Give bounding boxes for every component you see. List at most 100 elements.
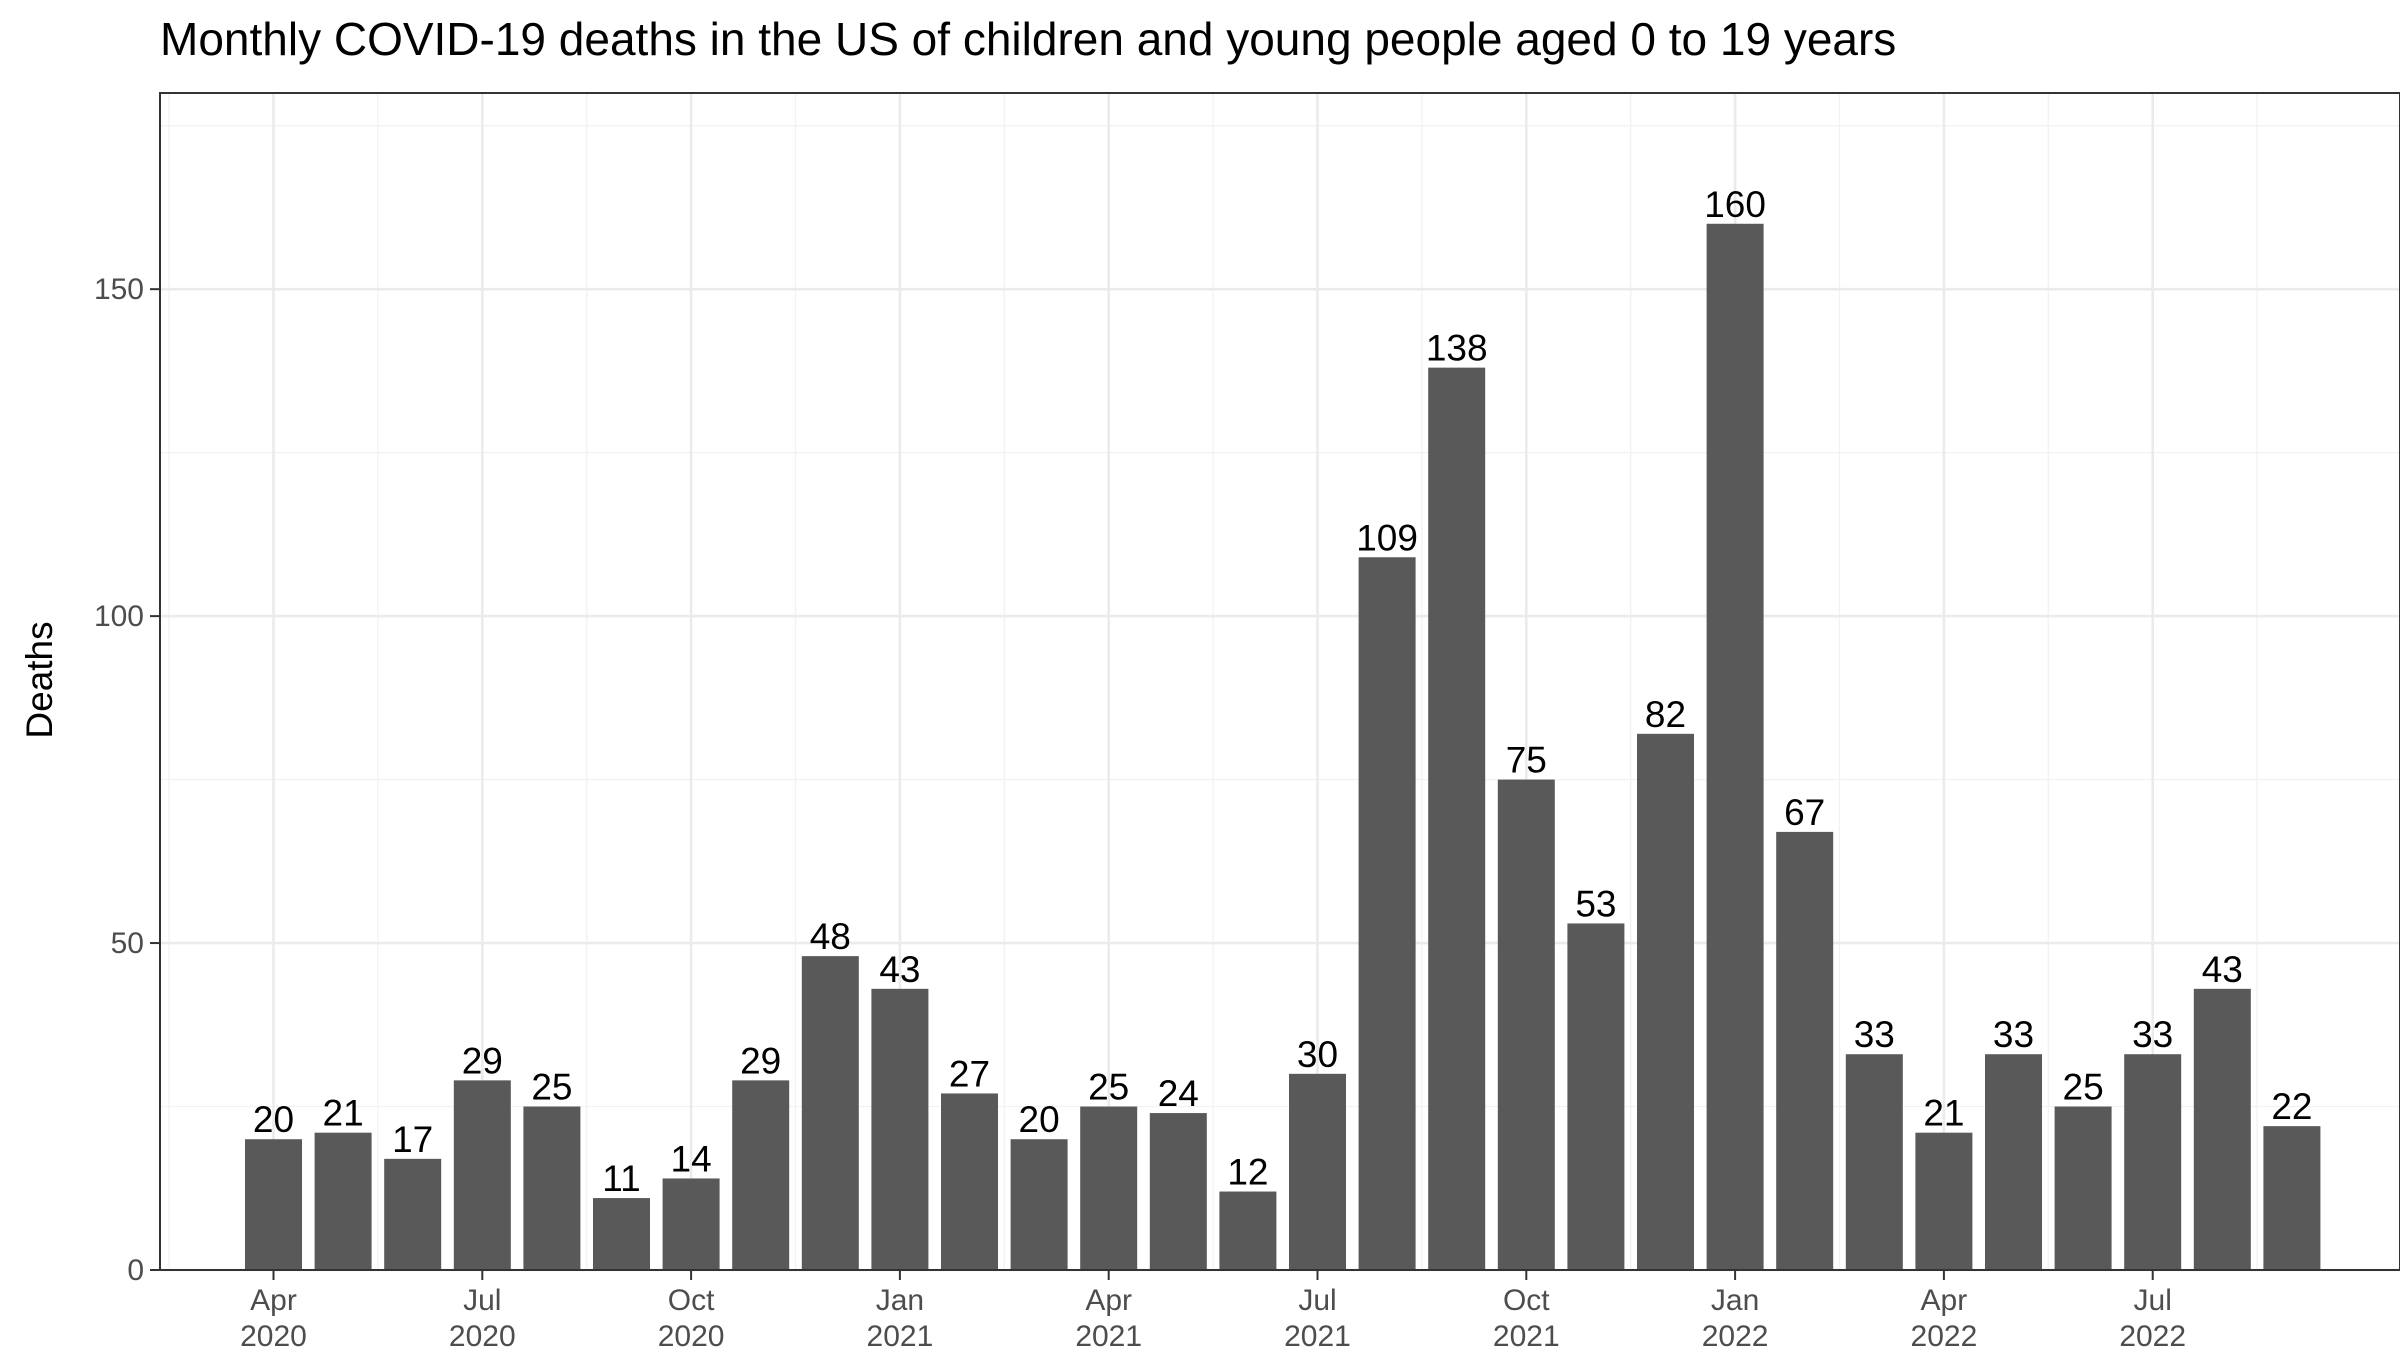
bar-value-label: 29 xyxy=(462,1040,503,1081)
x-tick-month: Apr xyxy=(1921,1284,1968,1317)
bar-value-label: 30 xyxy=(1297,1034,1338,1075)
bar-value-label: 14 xyxy=(671,1138,712,1179)
bar xyxy=(453,1080,511,1270)
bar-value-label: 29 xyxy=(740,1040,781,1081)
bar xyxy=(1845,1054,1903,1270)
bar xyxy=(1219,1191,1277,1270)
bar-value-label: 33 xyxy=(1993,1014,2034,1055)
bar xyxy=(941,1093,998,1270)
bar-value-label: 20 xyxy=(1019,1099,1060,1140)
bar xyxy=(1567,923,1625,1270)
bars xyxy=(245,223,2321,1271)
bar-value-label: 17 xyxy=(392,1119,433,1160)
bar-labels: 20 21 17 29 25 11 14 29 48 43 27 20 25 24 12 30 109 138 75… xyxy=(253,184,2313,1199)
bar-value-label: 20 xyxy=(253,1099,294,1140)
bar-value-label: 11 xyxy=(602,1158,640,1199)
bar xyxy=(1428,367,1486,1271)
x-tick-label: Apr 2020 xyxy=(240,1284,307,1353)
bar-value-label: 53 xyxy=(1575,883,1616,924)
bar-value-label: 25 xyxy=(1088,1067,1129,1108)
bar-value-label: 33 xyxy=(1854,1014,1895,1055)
bar-value-label: 160 xyxy=(1704,184,1766,225)
bar-value-label: 12 xyxy=(1227,1152,1268,1193)
x-tick-year: 2021 xyxy=(1075,1320,1142,1353)
bar-value-label: 48 xyxy=(810,916,851,957)
x-tick-year: 2021 xyxy=(1493,1320,1560,1353)
bar-value-label: 21 xyxy=(323,1093,364,1134)
x-tick-label: Jan 2022 xyxy=(1702,1284,1769,1353)
bar-value-label: 138 xyxy=(1426,328,1488,369)
x-tick-month: Jan xyxy=(1711,1284,1759,1317)
x-tick-label: Jan 2021 xyxy=(867,1284,934,1353)
bar-value-label: 22 xyxy=(2271,1086,2312,1127)
bar-value-label: 24 xyxy=(1158,1073,1199,1114)
bar xyxy=(662,1178,720,1270)
x-tick-label: Jul 2020 xyxy=(449,1284,516,1353)
bar xyxy=(1080,1106,1138,1270)
bar xyxy=(1706,223,1764,1270)
x-tick-year: 2020 xyxy=(449,1320,516,1353)
bar xyxy=(1915,1132,1973,1270)
y-tick-label: 0 xyxy=(127,1254,144,1287)
bar-value-label: 25 xyxy=(2063,1067,2104,1108)
bar xyxy=(1010,1139,1068,1270)
bar-value-label: 43 xyxy=(879,949,920,990)
bar-value-label: 75 xyxy=(1506,740,1547,781)
x-tick-year: 2020 xyxy=(240,1320,307,1353)
bar-value-label: 109 xyxy=(1356,517,1418,558)
y-tick-label: 150 xyxy=(94,273,144,306)
x-tick-month: Apr xyxy=(1085,1284,1132,1317)
bar xyxy=(1985,1054,2042,1270)
y-axis-label: Deaths xyxy=(19,621,60,738)
bar xyxy=(1289,1073,1346,1270)
x-tick-month: Oct xyxy=(1503,1284,1550,1317)
bar xyxy=(1776,831,1834,1270)
bar xyxy=(871,988,929,1270)
bar xyxy=(2124,1054,2182,1270)
x-tick-label: Jul 2022 xyxy=(2119,1284,2186,1353)
x-tick-label: Apr 2021 xyxy=(1075,1284,1142,1353)
bar xyxy=(314,1132,372,1270)
bar xyxy=(593,1198,650,1270)
bar-value-label: 82 xyxy=(1645,694,1686,735)
x-tick-month: Jul xyxy=(1298,1284,1336,1317)
bar xyxy=(1358,557,1416,1270)
x-tick-month: Apr xyxy=(250,1284,297,1317)
x-tick-label: Oct 2021 xyxy=(1493,1284,1560,1353)
x-tick-year: 2022 xyxy=(1702,1320,1769,1353)
x-tick-month: Oct xyxy=(668,1284,715,1317)
bar-value-label: 21 xyxy=(1923,1093,1964,1134)
bar xyxy=(2054,1106,2112,1270)
x-tick-year: 2021 xyxy=(1284,1320,1351,1353)
bar xyxy=(1149,1113,1207,1270)
bar xyxy=(732,1080,790,1270)
bar xyxy=(1497,779,1555,1270)
x-tick-label: Oct 2020 xyxy=(658,1284,725,1353)
x-tick-month: Jul xyxy=(2134,1284,2172,1317)
x-tick-label: Jul 2021 xyxy=(1284,1284,1351,1353)
bar xyxy=(245,1139,302,1270)
bar-value-label: 67 xyxy=(1784,792,1825,833)
x-tick-year: 2020 xyxy=(658,1320,725,1353)
x-tick-year: 2022 xyxy=(2119,1320,2186,1353)
bar xyxy=(1637,733,1694,1270)
x-tick-year: 2022 xyxy=(1911,1320,1978,1353)
x-tick-label: Apr 2022 xyxy=(1911,1284,1978,1353)
bar-value-label: 43 xyxy=(2202,949,2243,990)
y-tick-label: 50 xyxy=(111,927,144,960)
bar-value-label: 27 xyxy=(949,1053,990,1094)
bar xyxy=(523,1106,581,1270)
bar xyxy=(2193,988,2251,1270)
y-tick-label: 100 xyxy=(94,600,144,633)
x-tick-month: Jul xyxy=(463,1284,501,1317)
bar-value-label: 25 xyxy=(531,1067,572,1108)
x-tick-month: Jan xyxy=(876,1284,924,1317)
bar-value-label: 33 xyxy=(2132,1014,2173,1055)
bar xyxy=(2263,1126,2321,1270)
bar xyxy=(384,1158,442,1270)
bar xyxy=(801,956,859,1270)
x-tick-year: 2021 xyxy=(867,1320,934,1353)
chart-title: Monthly COVID-19 deaths in the US of chi… xyxy=(160,13,1896,65)
